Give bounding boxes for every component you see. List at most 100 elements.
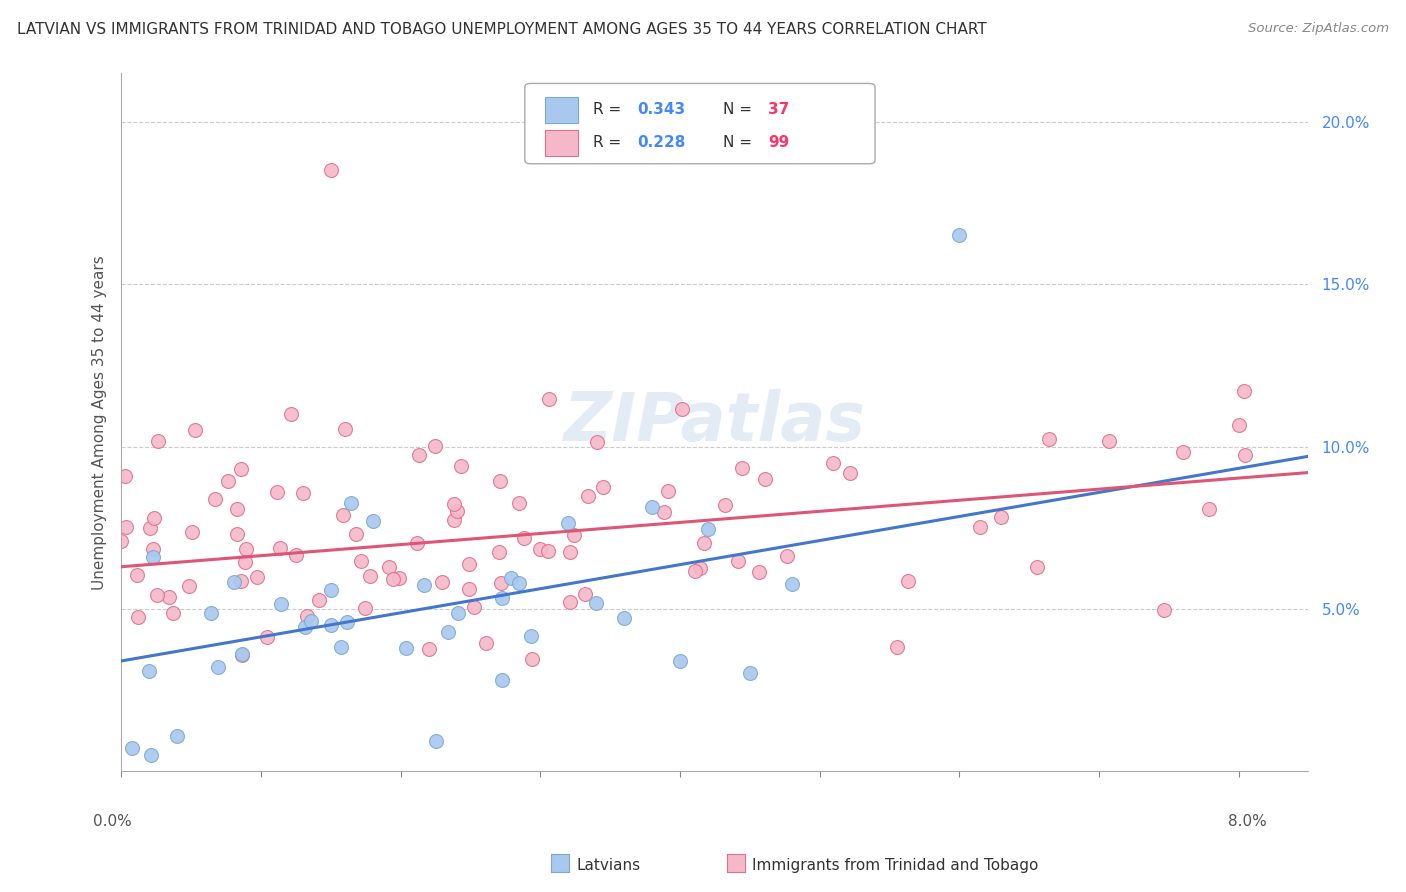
Point [329,640,352,654]
Point [378,560,401,574]
Point [405,536,427,550]
Point [125,568,148,582]
Point [138,665,160,679]
Point [333,422,356,436]
Point [491,591,513,605]
Point [652,505,675,519]
Point [181,524,204,539]
Point [1098,434,1121,448]
Point [896,574,918,589]
Point [408,449,430,463]
Point [529,542,551,557]
Point [838,467,860,481]
Point [671,401,693,416]
Text: 99: 99 [768,136,789,151]
Point [217,474,239,488]
Point [207,660,229,674]
Point [562,527,585,541]
Point [447,606,470,620]
Point [886,640,908,655]
Point [508,496,530,510]
Point [226,501,249,516]
Point [340,496,363,510]
Point [754,472,776,486]
Point [350,554,373,568]
Point [143,511,166,525]
Point [1153,603,1175,617]
Point [776,549,799,564]
Point [121,741,143,756]
Point [696,522,718,536]
Point [142,541,165,556]
FancyBboxPatch shape [524,84,875,164]
Point [139,521,162,535]
Point [748,565,770,579]
Point [491,673,513,688]
Point [592,480,614,494]
Point [1025,560,1047,574]
Point [299,614,322,628]
Text: N =: N = [723,136,756,151]
Point [738,666,761,681]
Text: 37: 37 [768,103,789,118]
Text: Source: ZipAtlas.com: Source: ZipAtlas.com [1249,22,1389,36]
Text: 8.0%: 8.0% [1227,814,1267,829]
Point [513,531,536,545]
Text: R =: R = [592,103,626,118]
Point [437,624,460,639]
Point [159,591,181,605]
Point [395,641,418,656]
Point [292,486,315,500]
Point [285,548,308,562]
Point [354,600,377,615]
Point [231,648,253,663]
Point [231,648,253,662]
Point [731,460,754,475]
Point [613,610,636,624]
Point [177,579,200,593]
Point [319,163,342,178]
Point [443,497,465,511]
FancyBboxPatch shape [546,96,578,123]
Point [246,569,269,583]
Point [489,474,512,488]
Point [280,407,302,421]
Point [148,434,170,448]
Text: R =: R = [592,136,626,151]
Point [1171,445,1194,459]
Point [508,576,530,591]
Point [162,606,184,620]
Point [226,527,249,541]
Point [344,527,367,541]
Point [114,468,136,483]
Point [166,729,188,743]
Point [146,588,169,602]
Point [558,595,581,609]
Point [294,620,316,634]
Point [141,748,163,763]
Point [308,593,330,607]
Point [969,519,991,533]
Point [430,574,453,589]
Point [413,578,436,592]
Point [418,641,440,656]
Point [256,630,278,644]
Point [714,498,737,512]
Point [233,555,256,569]
Text: Immigrants from Trinidad and Tobago: Immigrants from Trinidad and Tobago [752,858,1039,872]
Point [423,439,446,453]
Point [142,549,165,564]
Point [576,489,599,503]
Point [235,541,257,556]
Point [458,582,481,596]
Point [727,553,749,567]
Point [574,587,596,601]
Point [537,392,560,407]
Point [266,485,288,500]
Point [361,514,384,528]
Y-axis label: Unemployment Among Ages 35 to 44 years: Unemployment Among Ages 35 to 44 years [93,255,107,590]
Point [657,483,679,498]
Point [446,504,468,518]
Point [425,733,447,747]
Text: N =: N = [723,103,756,118]
